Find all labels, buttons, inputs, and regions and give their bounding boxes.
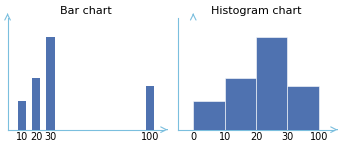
- Bar: [287, 86, 319, 130]
- Bar: [17, 101, 26, 130]
- Bar: [32, 78, 40, 130]
- Title: Histogram chart: Histogram chart: [211, 6, 301, 16]
- Bar: [256, 37, 287, 130]
- Bar: [146, 86, 155, 130]
- Bar: [193, 101, 225, 130]
- Title: Bar chart: Bar chart: [60, 6, 112, 16]
- Bar: [46, 37, 55, 130]
- Bar: [225, 78, 256, 130]
